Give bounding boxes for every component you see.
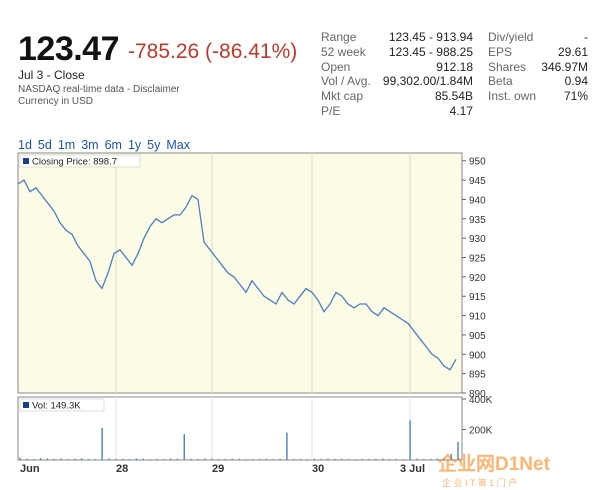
stat-value: 0.94 <box>564 74 588 89</box>
stat-label: Mkt cap <box>321 89 364 104</box>
stat-label: Div/yield <box>488 30 534 44</box>
y-tick-label: 890 <box>469 389 486 400</box>
stat-label: P/E <box>321 103 341 118</box>
vol-tick-label: 400K <box>469 395 493 406</box>
vol-tick-label: 200K <box>469 426 493 437</box>
price-legend-box <box>19 154 141 168</box>
range-selector: 1d 5d 1m 3m 6m 1y 5y Max <box>18 138 190 152</box>
watermark-tagline: 企 业 I T 第 1 门 户 <box>442 477 517 488</box>
stats-right-table: Div/yield - EPS 29.61 Shares 346.97M Beta 0.94 I… <box>488 30 588 104</box>
price-change: -785.26 (-86.41%) <box>128 40 298 63</box>
stat-value: 71% <box>563 89 588 104</box>
volume-legend-box <box>19 398 105 412</box>
close-date: Jul 3 - Close <box>18 68 85 82</box>
x-tick-label: Jun <box>20 463 40 475</box>
range-5y[interactable]: 5y <box>147 138 161 152</box>
stat-row: Mkt cap 85.54B <box>321 89 473 104</box>
stat-row: Div/yield - <box>488 30 588 45</box>
watermark-logo-text: 企业网D1Net <box>437 452 551 475</box>
range-1m[interactable]: 1m <box>57 138 76 152</box>
stat-value: - <box>584 30 588 44</box>
stat-value: 123.45 - 988.25 <box>388 44 473 59</box>
x-tick-label: 29 <box>212 463 224 475</box>
closing-price-line <box>17 179 457 371</box>
stat-row: Open 912.18 <box>321 60 473 75</box>
stat-row: Range 123.45 - 913.94 <box>321 30 473 45</box>
stat-label: Beta <box>488 74 513 89</box>
y-tick-label: 905 <box>469 331 486 342</box>
stock-price: 123.47 <box>18 30 120 68</box>
stats-left-table: Range 123.45 - 913.94 52 week 123.45 - 988.… <box>321 30 473 119</box>
range-3m[interactable]: 3m <box>81 138 99 152</box>
y-tick-label: 920 <box>469 273 486 284</box>
range-5d[interactable]: 5d <box>37 138 52 152</box>
stat-value: 123.45 - 913.94 <box>388 30 473 44</box>
stat-row: EPS 29.61 <box>488 45 588 60</box>
stat-row: Shares 346.97M <box>488 60 588 75</box>
x-tick-label: 28 <box>116 463 128 475</box>
y-tick-label: 900 <box>469 350 486 361</box>
range-1y[interactable]: 1y <box>127 138 142 152</box>
stat-label: Open <box>321 59 351 74</box>
volume-legend-label: Vol: 149.3K <box>32 401 81 412</box>
price-legend-swatch <box>23 158 29 164</box>
stat-row: Vol / Avg. 99,302.00/1.84M <box>321 74 473 89</box>
stat-value: 85.54B <box>434 89 473 104</box>
stat-value: 4.17 <box>449 103 473 118</box>
price-plot-area <box>17 152 463 394</box>
stat-row: Beta 0.94 <box>488 74 588 89</box>
range-1d[interactable]: 1d <box>18 138 32 152</box>
stat-label: Inst. own <box>488 89 537 104</box>
volume-plot-area <box>17 396 463 461</box>
stat-value: 29.61 <box>557 44 588 59</box>
stat-label: 52 week <box>321 44 366 59</box>
range-6m[interactable]: 6m <box>104 138 122 152</box>
stat-label: Vol / Avg. <box>321 74 371 89</box>
volume-legend-swatch <box>23 402 29 408</box>
data-source-disclaimer[interactable]: NASDAQ real-time data - Disclaimer <box>18 84 180 95</box>
y-tick-label: 895 <box>469 370 486 381</box>
stat-row: Inst. own 71% <box>488 89 588 104</box>
x-tick-label: 30 <box>312 463 324 475</box>
stat-label: Shares <box>488 59 527 74</box>
y-tick-label: 940 <box>469 195 486 206</box>
y-tick-label: 910 <box>469 312 486 323</box>
y-tick-label: 935 <box>469 215 486 226</box>
stat-row: 52 week 123.45 - 988.25 <box>321 45 473 60</box>
stat-label: Range <box>321 30 357 44</box>
currency-note: Currency in USD <box>18 96 94 107</box>
stat-value: 912.18 <box>436 59 473 74</box>
stat-value: 346.97M <box>541 59 588 74</box>
y-tick-label: 950 <box>469 157 486 168</box>
y-tick-label: 945 <box>469 176 486 187</box>
stat-label: EPS <box>488 44 513 59</box>
range-Max[interactable]: Max <box>166 138 190 152</box>
y-tick-label: 925 <box>469 254 486 265</box>
price-legend-label: Closing Price: 898.7 <box>32 157 117 168</box>
stat-row: P/E 4.17 <box>321 104 473 119</box>
stat-value: 99,302.00/1.84M <box>382 74 473 89</box>
y-tick-label: 930 <box>469 234 486 245</box>
d1net-watermark-logo: 企业网D1Net 企 业 I T 第 1 门 户 <box>437 452 551 488</box>
y-tick-label: 915 <box>469 292 486 303</box>
